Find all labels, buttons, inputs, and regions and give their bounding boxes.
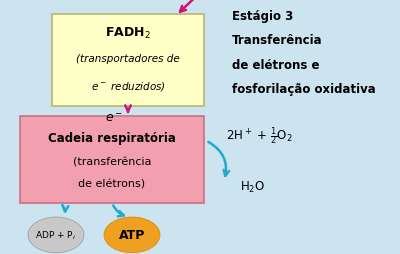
Text: de elétrons): de elétrons) [78, 179, 146, 189]
FancyBboxPatch shape [20, 117, 204, 203]
Text: ADP + P$_i$: ADP + P$_i$ [36, 229, 76, 241]
Text: Transferência: Transferência [232, 34, 323, 47]
FancyBboxPatch shape [52, 15, 204, 107]
Text: 2H$^+$ + $\frac{1}{2}$O$_2$: 2H$^+$ + $\frac{1}{2}$O$_2$ [226, 125, 293, 147]
Text: (transportadores de: (transportadores de [76, 54, 180, 64]
Circle shape [28, 217, 84, 253]
Text: (transferência: (transferência [73, 157, 151, 167]
Text: FADH$_2$: FADH$_2$ [105, 26, 151, 41]
Text: $e^-$ reduzidos): $e^-$ reduzidos) [90, 80, 166, 93]
Circle shape [104, 217, 160, 253]
Text: $e^-$: $e^-$ [105, 112, 123, 124]
Text: de elétrons e: de elétrons e [232, 58, 320, 71]
Text: H$_2$O: H$_2$O [240, 179, 265, 194]
Text: Cadeia respiratória: Cadeia respiratória [48, 132, 176, 145]
Text: ATP: ATP [119, 229, 145, 241]
Text: fosforilação oxidativa: fosforilação oxidativa [232, 83, 376, 95]
Text: Estágio 3: Estágio 3 [232, 10, 293, 23]
